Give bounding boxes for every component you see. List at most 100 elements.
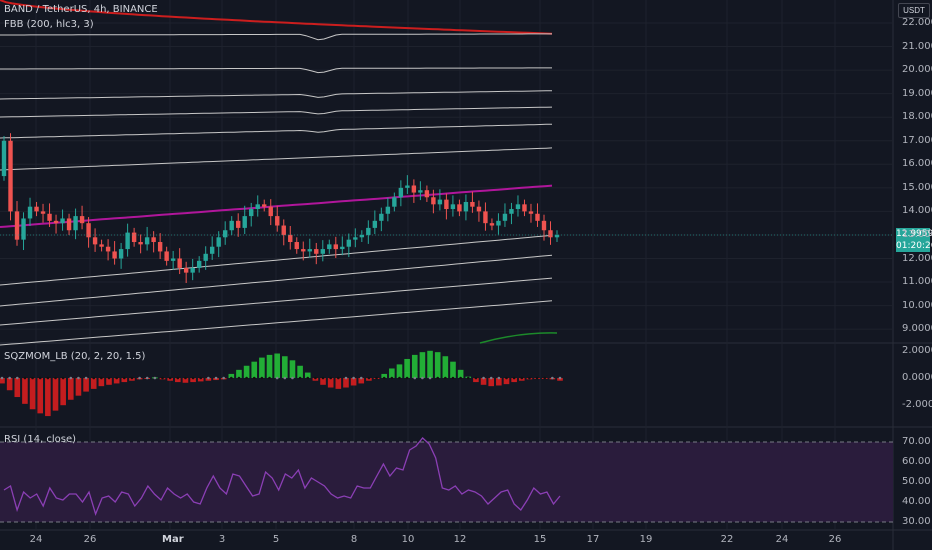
squeeze-dot: [344, 376, 348, 380]
momentum-bar: [350, 378, 357, 386]
candle: [314, 249, 319, 254]
squeeze-dot: [337, 376, 340, 380]
momentum-bar: [511, 378, 517, 383]
time-tick-label: 22: [720, 534, 734, 545]
sqz-legend[interactable]: SQZMOM_LB (20, 2, 20, 1.5): [4, 351, 146, 362]
momentum-bar: [167, 378, 173, 381]
candle: [457, 204, 462, 212]
momentum-bar: [90, 378, 97, 389]
momentum-bar: [75, 378, 82, 396]
squeeze-dot: [436, 376, 439, 380]
squeeze-dot: [520, 376, 524, 380]
fbb-legend[interactable]: FBB (200, hlc3, 3): [4, 19, 94, 30]
candle: [431, 197, 436, 205]
candle: [528, 211, 534, 214]
candle: [515, 204, 521, 210]
squeeze-dot: [61, 376, 65, 380]
squeeze-dot: [466, 376, 470, 380]
candle: [40, 211, 46, 214]
time-tick-label: 17: [586, 534, 600, 545]
momentum-bar: [282, 356, 288, 378]
squeeze-dot: [123, 376, 126, 380]
squeeze-dot: [230, 376, 233, 380]
momentum-bar: [106, 378, 112, 385]
candle: [125, 232, 130, 250]
candle: [53, 220, 59, 224]
symbol-legend[interactable]: BAND / TetherUS, 4h, BINANCE: [4, 4, 158, 15]
momentum-bar: [6, 378, 13, 391]
countdown-tag: 01:20:26: [896, 240, 932, 252]
candle: [34, 206, 39, 212]
squeeze-dot: [46, 376, 50, 380]
candle: [548, 230, 553, 238]
candle: [275, 216, 280, 226]
candle: [496, 220, 501, 226]
squeeze-dot: [245, 376, 248, 380]
squeeze-dot: [15, 376, 19, 380]
momentum-bar: [304, 372, 311, 378]
rsi-tick-label: 40.00: [902, 496, 931, 507]
candle: [288, 234, 293, 243]
squeeze-dot: [474, 376, 478, 380]
squeeze-dot: [77, 376, 80, 380]
candle: [170, 258, 176, 261]
squeeze-dot: [451, 376, 455, 380]
momentum-bar: [450, 361, 456, 378]
candle: [177, 258, 182, 268]
candle: [1, 140, 7, 177]
candle: [502, 213, 508, 221]
squeeze-dot: [382, 376, 386, 380]
fib-band: [0, 254, 553, 307]
candle: [366, 227, 371, 235]
candle: [60, 218, 65, 224]
squeeze-dot: [275, 376, 279, 380]
momentum-bar: [113, 378, 120, 384]
time-tick-label: 10: [401, 534, 415, 545]
last-price-tag: 12.9959: [896, 228, 932, 240]
candle: [554, 234, 560, 238]
momentum-bar: [404, 358, 410, 378]
squeeze-dot: [161, 376, 164, 380]
squeeze-dot: [199, 376, 203, 380]
squeeze-dot: [459, 376, 462, 380]
squeeze-dot: [145, 376, 149, 380]
momentum-bar: [496, 378, 502, 386]
candle: [138, 242, 143, 245]
squeeze-dot: [252, 376, 256, 380]
fib-band: [0, 33, 552, 41]
candle: [118, 249, 124, 259]
momentum-bar: [473, 378, 479, 383]
candle: [196, 260, 202, 268]
candle: [359, 234, 365, 238]
squeeze-dot: [428, 376, 432, 380]
momentum-bar: [175, 378, 181, 383]
squeeze-dot: [237, 376, 241, 380]
momentum-bar: [236, 369, 242, 378]
rsi-legend[interactable]: RSI (14, close): [4, 434, 77, 445]
squeeze-dot: [329, 376, 332, 380]
rsi-tick-label: 60.00: [902, 456, 931, 467]
candle: [379, 213, 384, 221]
candle: [333, 244, 338, 250]
momentum-bar: [427, 350, 433, 378]
squeeze-dot: [359, 376, 363, 380]
time-tick-label: Mar: [162, 534, 184, 545]
momentum-bar: [488, 378, 495, 387]
momentum-bar: [480, 378, 487, 385]
momentum-bar: [343, 378, 349, 388]
momentum-bar: [29, 378, 36, 410]
currency-button[interactable]: USDT: [898, 3, 930, 18]
time-tick-label: 8: [350, 534, 358, 545]
squeeze-dot: [84, 376, 88, 380]
momentum-bar: [335, 378, 342, 389]
candle: [14, 211, 20, 240]
candle: [340, 246, 345, 250]
squeeze-dot: [38, 376, 42, 380]
